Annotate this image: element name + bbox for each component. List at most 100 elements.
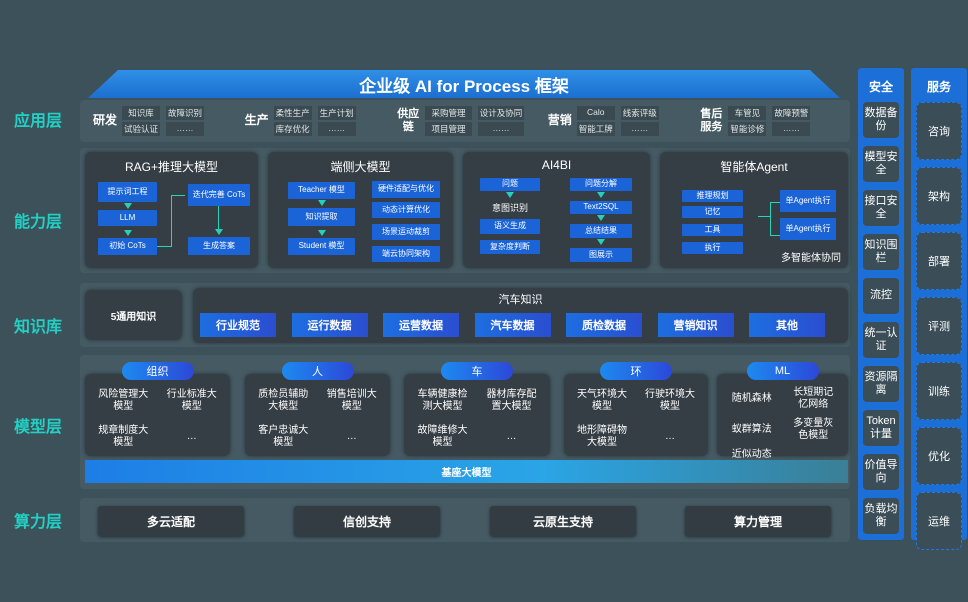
layer-label-compute: 算力层 [13, 514, 62, 531]
app-item: …… [317, 122, 356, 136]
app-group-name: 售后服务 [700, 108, 723, 133]
ai4bi-step: Text2SQL [570, 201, 632, 214]
security-title: 安全 [868, 80, 893, 94]
app-group: 营销 Calo 线索评级 智能工牌 …… [547, 106, 699, 136]
compute-item: 算力管理 [685, 506, 831, 536]
general-knowledge: 5通用知识 [85, 290, 182, 340]
connector [171, 195, 185, 196]
model-item: 天气环境大模型 [577, 389, 627, 412]
model-item: 行驶环境大模型 [645, 389, 695, 412]
compute-item: 多云适配 [98, 506, 244, 536]
app-items: Calo 线索评级 智能工牌 …… [576, 106, 659, 136]
model-item: 车辆健康检测大模型 [417, 389, 468, 412]
knowledge-chip: 汽车数据 [474, 313, 551, 337]
app-items: 采购管理 设计及协同 项目管理 …… [425, 106, 525, 136]
model-item: … [665, 431, 675, 442]
service-item: 训练 [916, 362, 962, 420]
model-grid: 质检员辅助大模型 销售培训大模型 客户忠诚大模型… [249, 383, 386, 455]
ai4bi-step: 问题 [480, 178, 540, 191]
app-item: 线索评级 [620, 106, 659, 120]
model-item: 行业标准大模型 [166, 389, 217, 412]
services-panel: 服务 咨询 架构 部署 评测 训练 优化 运维 [911, 68, 967, 550]
ai4bi-title: AI4BI [541, 158, 572, 172]
service-item: 架构 [916, 167, 962, 225]
connector [770, 235, 780, 236]
app-item: …… [477, 122, 525, 136]
app-group: 供应链 采购管理 设计及协同 项目管理 …… [395, 106, 547, 136]
knowledge-chip: 行业规范 [200, 313, 276, 337]
service-item: 优化 [916, 427, 962, 485]
knowledge-chip: 运行数据 [291, 313, 368, 337]
app-item: 智能诊修 [728, 122, 767, 136]
security-panel: 安全 数据备份 模型安全 接口安全 知识围栏 流控 统一认证 资源隔离 Token计量 价值导向… [858, 68, 904, 540]
edge-feature: 硬件适配与优化 [372, 181, 440, 198]
app-item: 项目管理 [425, 122, 472, 136]
app-item: 故障预警 [772, 106, 811, 120]
model-group-panel [717, 374, 848, 456]
model-grid: 车辆健康检测大模型 器材库存配置大模型 故障维修大模型 … [408, 383, 546, 455]
connector [218, 206, 219, 230]
services-title: 服务 [926, 80, 951, 94]
model-item: 故障维修大模型 [417, 425, 468, 448]
edge-title: 端侧大模型 [330, 160, 391, 174]
arrow-down-icon [215, 229, 223, 235]
agent-module: 工具 [682, 224, 743, 236]
app-items: 车管见 故障预警 智能诊修 …… [728, 106, 811, 136]
app-items: 知识库 故障识别 试验认证 …… [122, 106, 205, 136]
connector [770, 202, 780, 203]
arrow-down-icon [124, 203, 132, 209]
model-item: 销售培训大模型 [326, 389, 377, 412]
model-item: 器材库存配置大模型 [486, 389, 537, 412]
model-group-tag: 人 [281, 362, 354, 380]
model-item: … [506, 431, 517, 442]
agent-module: 记忆 [682, 206, 743, 218]
app-item: 采购管理 [425, 106, 472, 120]
edge-feature: 场景运动裁剪 [372, 224, 440, 240]
connector [157, 246, 171, 247]
model-group-tag: 车 [441, 362, 513, 380]
auto-knowledge-title: 汽车知识 [498, 294, 543, 306]
app-items: 柔性生产 生产计划 库存优化 …… [273, 106, 356, 136]
rag-title: RAG+推理大模型 [124, 160, 218, 174]
compute-item: 云原生支持 [490, 506, 636, 536]
app-item: 知识库 [122, 106, 161, 120]
agent-module: 推理规划 [682, 190, 743, 202]
ai4bi-step: 语义生成 [480, 219, 540, 234]
arrow-down-icon [597, 192, 605, 198]
model-grid: 风险管理大模型 行业标准大模型 规章制度大模型… [89, 383, 226, 455]
edge-flow-step: Student 模型 [288, 238, 355, 255]
base-model-bar: 基座大模型 [85, 460, 848, 483]
compute-item: 信创支持 [294, 506, 440, 536]
app-item: 智能工牌 [576, 122, 615, 136]
app-item: 车管见 [728, 106, 767, 120]
app-group: 生产 柔性生产 生产计划 库存优化 …… [244, 106, 396, 136]
knowledge-chip: 营销知识 [657, 313, 734, 337]
security-item: 数据备份 [863, 102, 899, 138]
ai4bi-step: 总结结果 [570, 224, 632, 238]
edge-panel: 端侧大模型 Teacher 模型 知识提取 Student 模型 硬件适配与优化… [268, 152, 453, 268]
model-group-panel [85, 374, 230, 456]
app-item: 柔性生产 [273, 106, 312, 120]
agent-title: 智能体Agent [720, 160, 788, 174]
app-group: 研发 知识库 故障识别 试验认证 …… [92, 106, 244, 136]
arrow-down-icon [597, 239, 605, 245]
app-group-name: 研发 [92, 113, 117, 128]
app-group: 售后服务 车管见 故障预警 智能诊修 …… [698, 106, 850, 136]
security-item: 价值导向 [863, 454, 899, 490]
app-item: …… [620, 122, 659, 136]
model-group-tag: 环 [600, 362, 672, 380]
app-group-name: 营销 [547, 113, 572, 128]
rag-step: 提示词工程 [98, 182, 157, 202]
model-group-tag: 组织 [121, 362, 194, 380]
model-item: 风险管理大模型 [98, 389, 149, 412]
edge-flow-step: 知识提取 [288, 208, 355, 226]
service-item: 咨询 [916, 102, 962, 160]
rag-step: 初始 CoTs [98, 238, 157, 255]
model-item: 长短期记忆网络 [793, 386, 834, 410]
model-item: 规章制度大模型 [98, 425, 149, 448]
app-item: 试验认证 [122, 122, 161, 136]
app-item: …… [772, 122, 811, 136]
agent-panel: 智能体Agent 推理规划 记忆 工具 执行 单Agent执行 单Agent执行… [660, 152, 848, 268]
ai4bi-step: 意图识别 [491, 203, 528, 213]
agent-executor: 单Agent执行 [780, 218, 836, 240]
